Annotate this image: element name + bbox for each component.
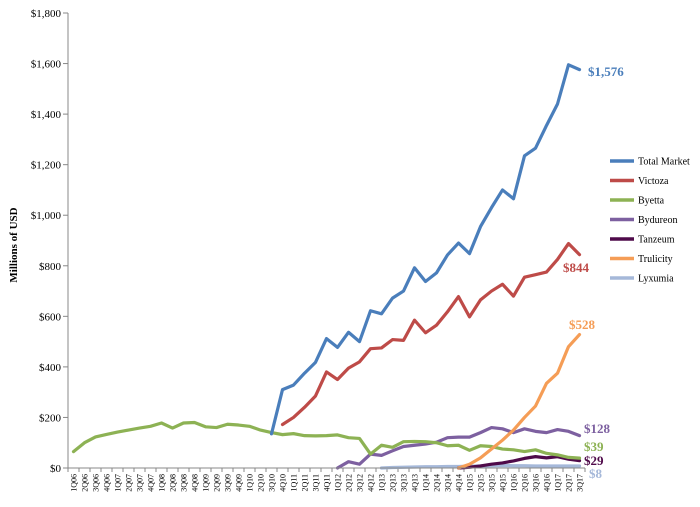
- x-tick-label: 4Q08: [191, 474, 200, 492]
- end-label-trulicity: $528: [569, 317, 596, 332]
- x-tick-label: 1Q10: [246, 474, 255, 492]
- x-tick-label: 3Q08: [180, 474, 189, 492]
- y-tick-label: $600: [39, 311, 62, 323]
- x-tick-label: 1Q11: [290, 474, 299, 491]
- x-tick-label: 1Q07: [114, 474, 123, 492]
- legend-label: Total Market: [638, 157, 690, 168]
- x-tick-label: 4Q07: [147, 474, 156, 492]
- end-label-tanzeum: $29: [584, 453, 604, 468]
- x-tick-label: 4Q13: [411, 474, 420, 492]
- x-tick-label: 3Q15: [488, 474, 497, 492]
- x-tick-label: 2Q17: [565, 474, 574, 492]
- x-tick-label: 3Q11: [312, 474, 321, 491]
- x-tick-label: 2Q08: [169, 474, 178, 492]
- legend-label: Victoza: [638, 176, 669, 187]
- x-tick-label: 3Q17: [576, 474, 585, 492]
- y-axis-title: Millions of USD: [8, 207, 20, 282]
- x-tick-label: 3Q16: [532, 474, 541, 492]
- legend-label: Tanzeum: [638, 235, 675, 246]
- x-tick-label: 4Q14: [455, 474, 464, 492]
- x-tick-label: 2Q16: [521, 474, 530, 492]
- y-tick-label: $1,000: [31, 210, 62, 222]
- x-tick-label: 3Q09: [224, 474, 233, 492]
- series-line-tanzeum: [456, 455, 582, 470]
- series-line-victoza: [280, 241, 582, 427]
- x-tick-label: 3Q07: [136, 474, 145, 492]
- x-tick-label: 4Q11: [323, 474, 332, 491]
- y-tick-label: $800: [39, 261, 62, 273]
- x-tick-label: 4Q09: [235, 474, 244, 492]
- x-tick-label: 3Q10: [268, 474, 277, 492]
- x-tick-label: 1Q14: [422, 474, 431, 492]
- series-line-total-market: [269, 63, 582, 436]
- series-line-bydureon: [335, 425, 582, 470]
- x-tick-label: 2Q15: [477, 474, 486, 492]
- x-axis-ticks: 1Q06 2Q06 3Q06 4Q06 1Q07 2Q07 3Q07 4Q07 1Q08 2Q08…: [67, 468, 586, 492]
- y-tick-label: $1,200: [31, 160, 62, 172]
- end-label-victoza: $844: [563, 260, 590, 275]
- y-tick-label: $1,600: [31, 59, 62, 71]
- y-tick-label: $1,400: [31, 109, 62, 121]
- x-tick-label: 2Q12: [345, 474, 354, 492]
- x-tick-label: 2Q10: [257, 474, 266, 492]
- x-tick-label: 1Q17: [554, 474, 563, 492]
- x-tick-label: 1Q13: [378, 474, 387, 492]
- series-line-trulicity: [456, 332, 582, 470]
- y-axis-ticks: $0 $200 $400 $600 $800 $1,000 $1,200 $1,400 $1,6…: [31, 8, 68, 475]
- x-tick-label: 3Q13: [400, 474, 409, 492]
- y-tick-label: $400: [39, 362, 62, 374]
- end-label-total-market: $1,576: [588, 64, 624, 79]
- x-tick-label: 4Q06: [103, 474, 112, 492]
- x-tick-label: 1Q09: [202, 474, 211, 492]
- end-label-byetta: $39: [584, 439, 604, 454]
- end-value-labels: $1,576 $844 $528 $128 $39$29$8: [563, 64, 624, 481]
- x-tick-label: 1Q15: [466, 474, 475, 492]
- x-tick-label: 2Q11: [301, 474, 310, 491]
- series-lines: [71, 63, 582, 470]
- x-tick-label: 3Q14: [444, 474, 453, 492]
- x-tick-label: 2Q14: [433, 474, 442, 492]
- x-tick-label: 1Q12: [334, 474, 343, 492]
- x-tick-label: 2Q09: [213, 474, 222, 492]
- x-tick-label: 2Q06: [81, 474, 90, 492]
- y-tick-label: $200: [39, 412, 62, 424]
- x-tick-label: 4Q10: [279, 474, 288, 492]
- x-tick-label: 3Q12: [356, 474, 365, 492]
- legend-label: Bydureon: [638, 215, 677, 226]
- x-tick-label: 4Q16: [543, 474, 552, 492]
- legend-label: Byetta: [638, 196, 665, 207]
- x-tick-label: 1Q08: [158, 474, 167, 492]
- legend-label: Lyxumia: [638, 274, 674, 285]
- x-tick-label: 2Q07: [125, 474, 134, 492]
- x-tick-label: 4Q12: [367, 474, 376, 492]
- legend: Total Market Victoza Byetta Bydureon Tanzeum…: [610, 157, 690, 285]
- x-tick-label: 1Q06: [70, 474, 79, 492]
- end-label-bydureon: $128: [584, 421, 611, 436]
- x-tick-label: 4Q15: [499, 474, 508, 492]
- y-tick-label: $0: [50, 463, 62, 475]
- legend-label: Trulicity: [638, 254, 673, 265]
- x-tick-label: 3Q06: [92, 474, 101, 492]
- x-tick-label: 1Q16: [510, 474, 519, 492]
- x-tick-label: 2Q13: [389, 474, 398, 492]
- end-label-lyxumia: $8: [589, 466, 603, 481]
- y-tick-label: $1,800: [31, 8, 62, 20]
